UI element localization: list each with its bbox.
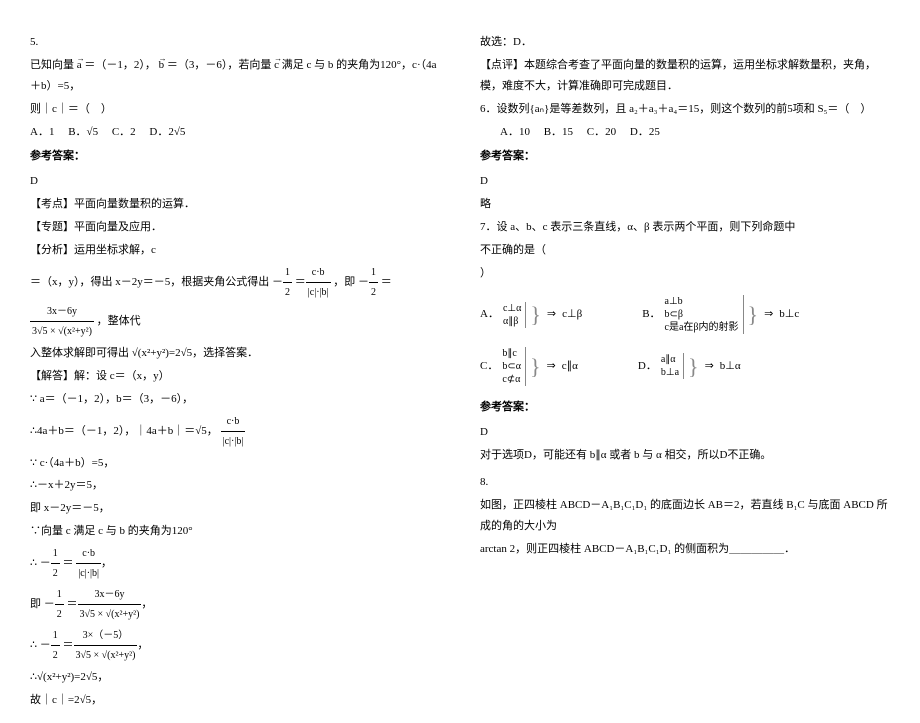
q7-stem-2: 不正确的是（ (480, 240, 890, 261)
option-d: D． a∥α b⊥a } b⊥α (638, 346, 741, 388)
jd-11: 故｜c｜=2√5， (30, 690, 440, 711)
frac-angle-1: 3x－6y3√5 × √(x²+y²) (30, 302, 94, 341)
answer-d-2: D (480, 171, 890, 192)
q7-explain: 对于选项D，可能还有 b∥α 或者 b 与 α 相交，所以D不正确。 (480, 445, 890, 466)
jd-8: 即 －12 ＝3x－6y3√5 × √(x²+y²)， (30, 585, 440, 624)
kaodian: 【考点】平面向量数量积的运算． (30, 194, 440, 215)
jieda-label: 【解答】解：设 c＝（x，y） (30, 366, 440, 387)
jd-4: ∴－x＋2y＝5， (30, 475, 440, 496)
implies-icon (545, 304, 558, 325)
q8-line1: 如图，正四棱柱 ABCD－A₁B₁C₁D₁ 的底面边长 AB＝2，若直线 B₁C… (480, 495, 890, 537)
frac-cb-1: c·b|c|·|b| (306, 263, 331, 302)
jd-6: ∵向量 c 满足 c 与 b 的夹角为120° (30, 521, 440, 542)
q8-line2: arctan 2，则正四棱柱 ABCD－A₁B₁C₁D₁ 的侧面积为＿＿＿＿＿． (480, 539, 890, 560)
answer-heading-2: 参考答案： (480, 146, 890, 167)
dianping: 【点评】本题综合考查了平面向量的数量积的运算，运用坐标求解数量积，夹角，模，难度… (480, 55, 890, 97)
xuan-d: 故选：D． (480, 32, 890, 53)
jd-5: 即 x－2y＝－5， (30, 498, 440, 519)
vec-a: a (77, 59, 82, 71)
q7-row-ab: A． c⊥α α∥β } c⊥β B． a⊥b b⊂β c是a在β内的射影 } … (480, 294, 890, 336)
zhuanti: 【专题】平面向量及应用． (30, 217, 440, 238)
q7-stem-1: 7．设 a、b、c 表示三条直线，α、β 表示两个平面，则下列命题中 (480, 217, 890, 238)
brace-icon: } (530, 294, 541, 336)
jd-9: ∴ －12 ＝3×（－5）3√5 × √(x²+y²)， (30, 626, 440, 665)
q5-options: A．1 B．√5 C．2 D．2√5 (30, 122, 440, 143)
jd-10: ∴√(x²+y²)=2√5， (30, 667, 440, 688)
frac-half-1: 12 (283, 263, 292, 302)
q5-stem-1: 已知向量 a ＝（－1，2）， b ＝（3，－6），若向量 c 满足 c 与 b… (30, 55, 440, 97)
implies-icon (703, 356, 716, 377)
implies-icon (762, 304, 775, 325)
fenxi-line1: ＝（x，y），得出 x－2y＝－5，根据夹角公式得出 －12 ＝c·b|c|·|… (30, 263, 440, 341)
q8-number: 8. (480, 472, 890, 493)
implies-icon (545, 356, 558, 377)
q5-stem-2: 则｜c｜＝（ ） (30, 99, 440, 120)
vec-b: b (159, 59, 165, 71)
answer-heading-1: 参考答案： (30, 146, 440, 167)
jd-3: ∵ c·（4a＋b）=5， (30, 453, 440, 474)
brace-icon: } (688, 346, 699, 388)
answer-d-3: D (480, 422, 890, 443)
jd-1: ∵ a＝（－1，2），b＝（3，－6）， (30, 389, 440, 410)
q5-number: 5. (30, 32, 440, 53)
q6-options: A．10 B．15 C．20 D．25 (500, 122, 890, 143)
answer-d-1: D (30, 171, 440, 192)
brace-icon: } (748, 294, 759, 336)
fenxi-line2: 入整体求解即可得出 √(x²+y²)=2√5，选择答案． (30, 343, 440, 364)
option-c: C． b∥c b⊂α c⊄α } c∥α (480, 346, 578, 388)
jd-7: ∴ －12 ＝ c·b|c|·|b|， (30, 544, 440, 583)
fenxi-1: 【分析】运用坐标求解，c (30, 240, 440, 261)
q7-stem-3: ） (480, 263, 890, 284)
jd-2: ∴4a＋b＝（－1，2），｜4a＋b｜＝√5， c·b|c|·|b| (30, 412, 440, 451)
lue: 略 (480, 194, 890, 215)
q7-row-cd: C． b∥c b⊂α c⊄α } c∥α D． a∥α b⊥a } b⊥α (480, 346, 890, 388)
vec-c: c (274, 59, 279, 71)
option-b: B． a⊥b b⊂β c是a在β内的射影 } b⊥c (642, 294, 799, 336)
answer-heading-3: 参考答案： (480, 397, 890, 418)
brace-icon: } (530, 346, 541, 388)
q6-stem: 6．设数列{aₙ}是等差数列，且 a₂＋a₃＋a₄＝15，则这个数列的前5项和 … (480, 99, 890, 120)
option-a: A． c⊥α α∥β } c⊥β (480, 294, 582, 336)
